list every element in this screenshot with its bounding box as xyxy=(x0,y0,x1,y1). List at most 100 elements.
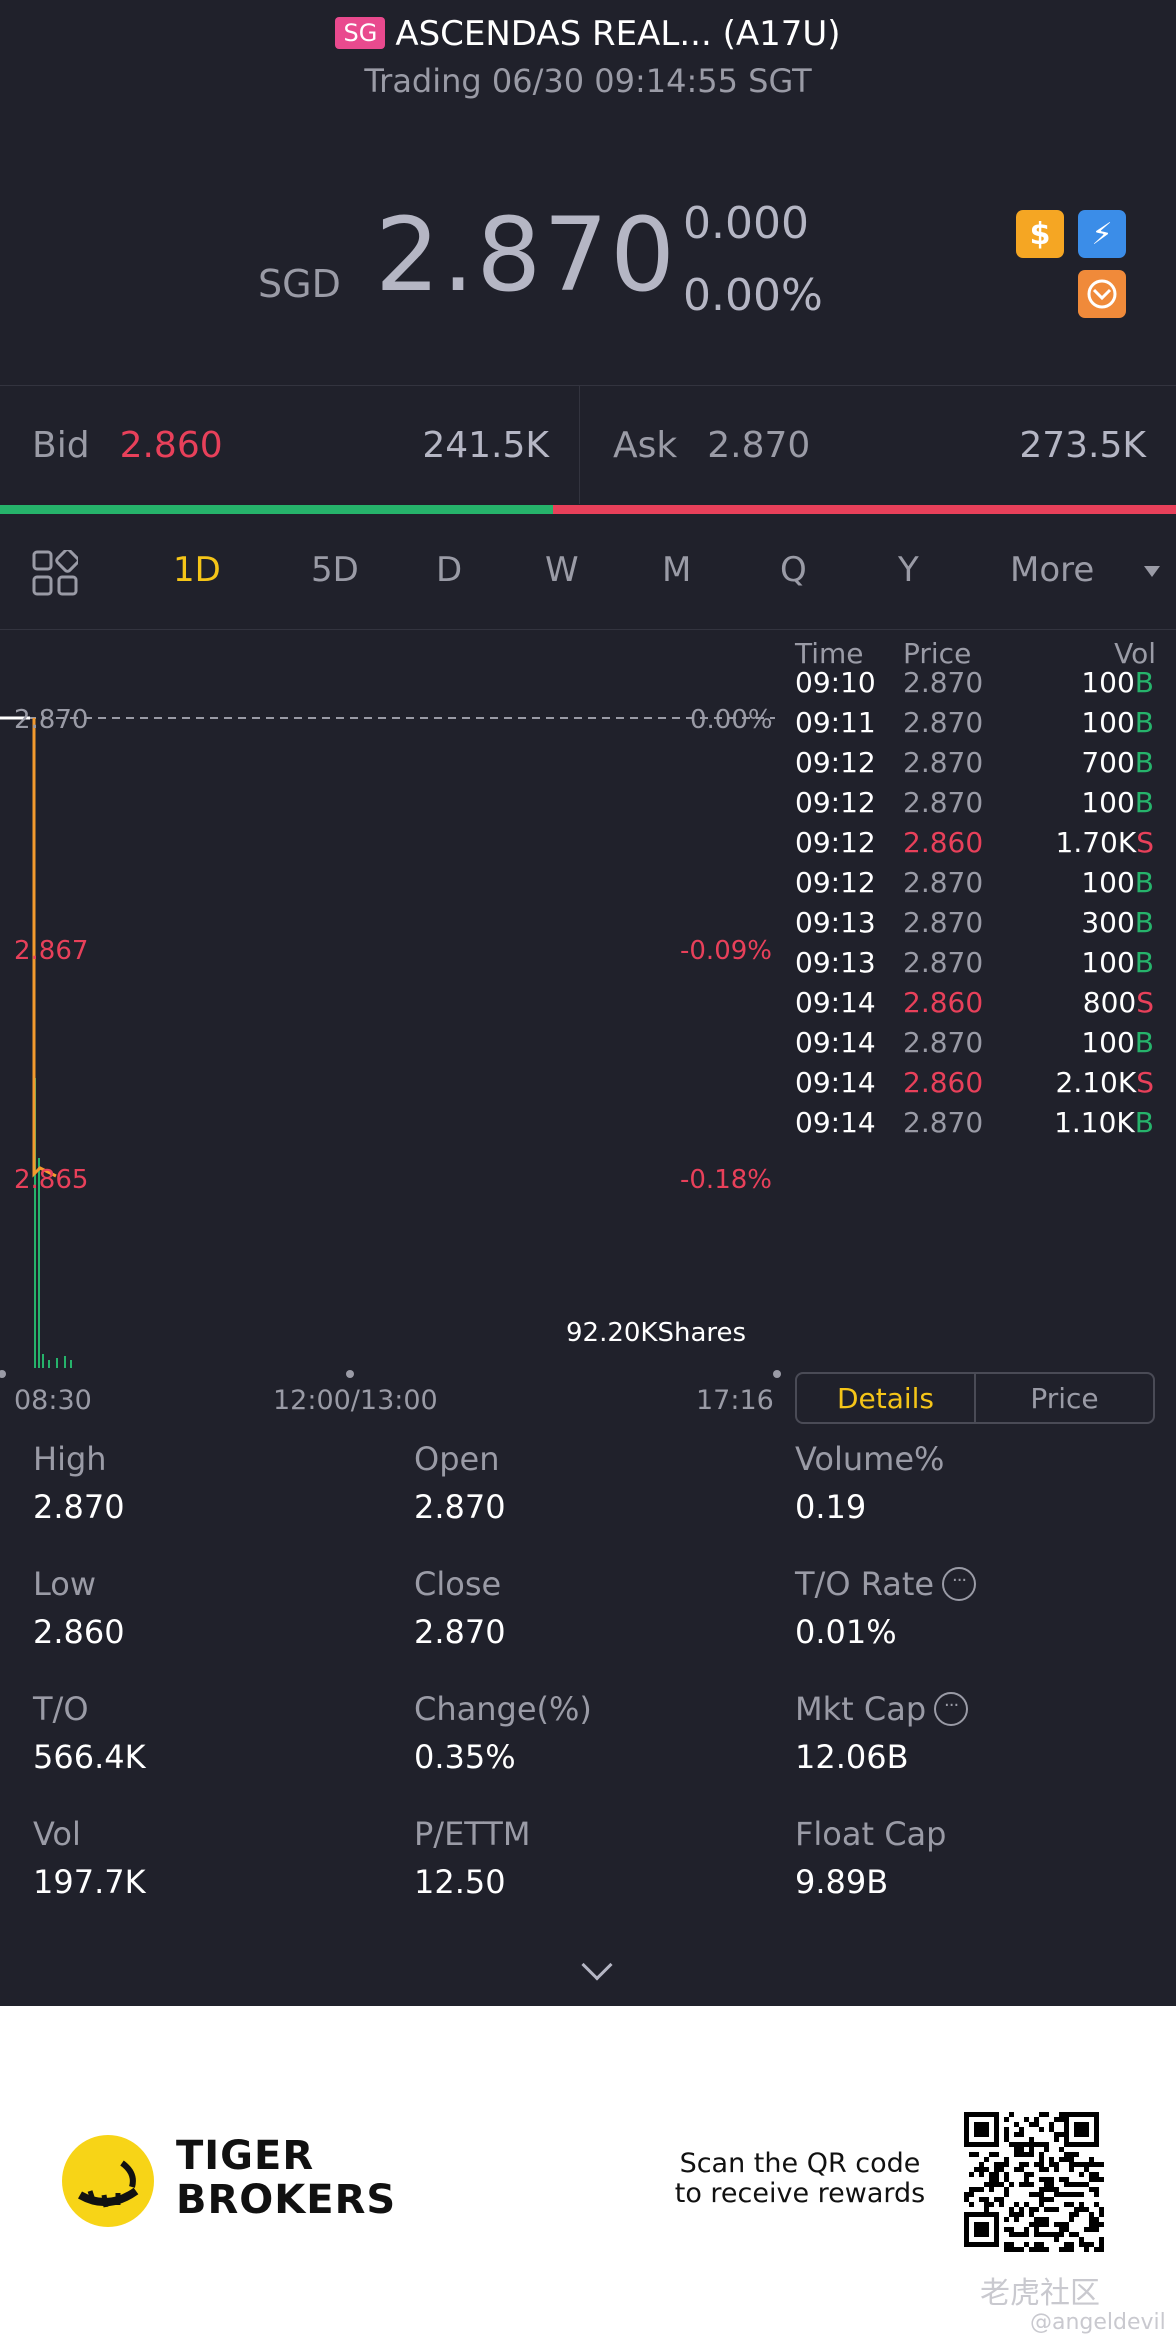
qr-module xyxy=(1059,2222,1064,2227)
qr-module xyxy=(1059,2247,1064,2252)
stat-t-o-rate[interactable]: T/O Rate ··· 0.01% xyxy=(795,1565,1135,1651)
qr-module xyxy=(1004,2137,1009,2142)
trade-volume-value: 100 xyxy=(1081,946,1135,979)
qr-module xyxy=(1039,2217,1044,2222)
qr-module xyxy=(1084,2162,1089,2167)
qr-module xyxy=(999,2197,1004,2202)
volume-bar xyxy=(34,1078,36,1368)
stat-label-text: P/ETTM xyxy=(414,1815,531,1853)
qr-module xyxy=(984,2167,989,2172)
stat-value: 2.870 xyxy=(33,1488,125,1526)
qr-module xyxy=(1089,2217,1094,2222)
qr-module xyxy=(1094,2162,1099,2167)
qr-module xyxy=(1064,2177,1069,2182)
qr-module xyxy=(1069,2232,1074,2237)
qr-module xyxy=(1084,2227,1089,2232)
orange-badge-glyph xyxy=(1087,279,1117,309)
qr-module xyxy=(1009,2207,1014,2212)
qr-module xyxy=(1089,2172,1094,2177)
tab-5d[interactable]: 5D xyxy=(311,550,359,590)
stat-mkt-cap[interactable]: Mkt Cap ··· 12.06B xyxy=(795,1690,1135,1776)
grid-layout-icon[interactable] xyxy=(32,550,78,596)
tab-q[interactable]: Q xyxy=(780,550,807,590)
qr-module xyxy=(1029,2247,1034,2252)
qr-module xyxy=(1069,2182,1074,2187)
qr-module xyxy=(1004,2217,1009,2222)
qr-module xyxy=(1034,2227,1039,2232)
qr-module xyxy=(1034,2162,1039,2167)
qr-module xyxy=(1004,2157,1009,2162)
details-price-toggle: Details Price xyxy=(795,1372,1155,1424)
ask-size: 273.5K xyxy=(1019,424,1146,466)
qr-module xyxy=(1014,2202,1019,2207)
stat-label: Mkt Cap ··· xyxy=(795,1690,1135,1728)
trade-side: B xyxy=(1134,706,1154,739)
intraday-chart[interactable] xyxy=(0,631,785,1391)
dollar-icon[interactable]: $ xyxy=(1016,210,1064,258)
bid-section[interactable]: Bid 2.860 241.5K xyxy=(0,386,580,504)
ask-section[interactable]: Ask 2.870 273.5K xyxy=(581,386,1176,504)
tab-y[interactable]: Y xyxy=(898,550,919,590)
qr-module xyxy=(1014,2232,1019,2237)
stat-value: 0.19 xyxy=(795,1488,867,1526)
qr-module xyxy=(1094,2217,1099,2222)
trade-volume: 100B xyxy=(1081,706,1154,739)
tab-d[interactable]: D xyxy=(436,550,463,590)
tab-1d[interactable]: 1D xyxy=(173,550,221,590)
qr-module xyxy=(1009,2247,1014,2252)
qr-module xyxy=(1039,2162,1044,2167)
stat-high: High 2.870 xyxy=(33,1440,373,1526)
qr-module xyxy=(994,2152,999,2157)
qr-module xyxy=(1079,2172,1084,2177)
qr-module xyxy=(1024,2182,1029,2187)
qr-module xyxy=(1034,2222,1039,2227)
trade-price: 2.860 xyxy=(903,986,984,1019)
qr-module xyxy=(1024,2142,1029,2147)
time-and-sales[interactable]: Time Price Vol 09:10 2.870 100B 09:11 2.870 1… xyxy=(785,631,1176,1351)
qr-module xyxy=(1014,2217,1019,2222)
qr-module xyxy=(1059,2227,1064,2232)
qr-module xyxy=(1044,2182,1049,2187)
trade-row: 09:12 2.870 100B xyxy=(785,866,1176,906)
tab-more[interactable]: More xyxy=(1010,550,1095,590)
flash-icon[interactable]: ⚡ xyxy=(1078,210,1126,258)
volume-bars xyxy=(34,1078,72,1368)
share-footer: TIGER BROKERS Scan the QR code to receiv… xyxy=(0,2006,1176,2351)
stat-p-ettm: P/ETTM 12.50 xyxy=(414,1815,754,1901)
qr-module xyxy=(1089,2242,1094,2247)
tab-w[interactable]: W xyxy=(545,550,579,590)
stat-value: 566.4K xyxy=(33,1738,146,1776)
qr-finder-center xyxy=(974,2122,989,2137)
stat-label-text: Change(%) xyxy=(414,1690,592,1728)
trade-side: S xyxy=(1136,986,1154,1019)
trade-time: 09:14 xyxy=(795,1026,876,1059)
trade-side: B xyxy=(1134,906,1154,939)
trade-side: B xyxy=(1134,866,1154,899)
qr-module xyxy=(1039,2232,1044,2237)
qr-module xyxy=(994,2162,999,2167)
ask-volume-bar xyxy=(553,505,1176,514)
stat-label: Change(%) xyxy=(414,1690,754,1728)
info-icon[interactable]: ··· xyxy=(934,1692,969,1726)
trade-volume: 100B xyxy=(1081,1026,1154,1059)
qr-module xyxy=(1044,2187,1049,2192)
trade-price: 2.870 xyxy=(903,706,984,739)
details-tab[interactable]: Details xyxy=(797,1374,976,1422)
chevron-down-icon[interactable] xyxy=(1144,566,1160,577)
orange-badge-icon[interactable] xyxy=(1078,270,1126,318)
info-icon[interactable]: ··· xyxy=(942,1567,977,1601)
qr-module xyxy=(1019,2232,1024,2237)
price-tab[interactable]: Price xyxy=(1030,1381,1099,1415)
tab-m[interactable]: M xyxy=(662,550,692,590)
qr-module xyxy=(1029,2142,1034,2147)
qr-module xyxy=(1089,2222,1094,2227)
qr-module xyxy=(964,2197,969,2202)
qr-module xyxy=(1099,2162,1104,2167)
qr-module xyxy=(1094,2192,1099,2197)
qr-module xyxy=(1009,2142,1014,2147)
qr-module xyxy=(994,2172,999,2177)
qr-module xyxy=(1044,2147,1049,2152)
trade-price: 2.870 xyxy=(903,946,984,979)
qr-module xyxy=(1039,2142,1044,2147)
brand-line-2: BROKERS xyxy=(176,2177,397,2223)
